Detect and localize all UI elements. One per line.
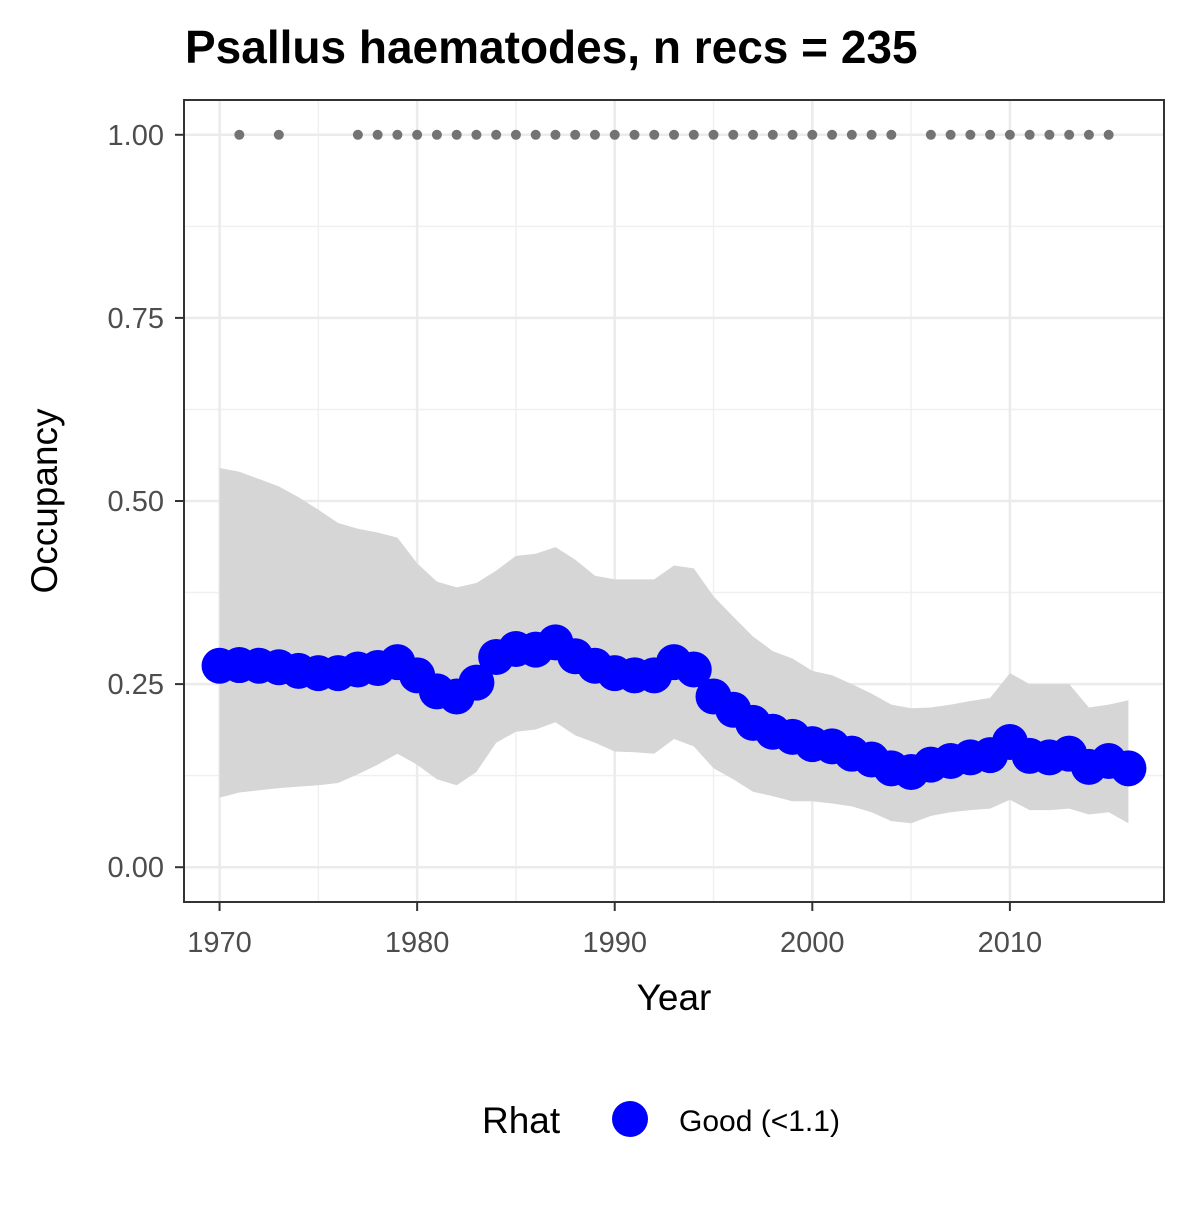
record-year-dot [431, 129, 442, 140]
occupancy-point [458, 664, 495, 701]
y-tick-label: 0.75 [108, 303, 164, 335]
record-year-dot [886, 129, 897, 140]
occupancy-point [675, 651, 712, 688]
record-year-dot [728, 129, 739, 140]
record-year-dot [985, 129, 996, 140]
record-year-dot [866, 129, 877, 140]
record-year-dot [688, 129, 699, 140]
record-year-dot [589, 129, 600, 140]
y-axis-title: Occupancy [24, 408, 65, 594]
record-year-dot [392, 129, 403, 140]
x-tick-label: 1970 [187, 927, 252, 959]
chart-title: Psallus haematodes, n recs = 235 [185, 21, 918, 73]
x-tick-label: 1980 [385, 927, 450, 959]
record-year-dot [787, 129, 798, 140]
record-year-dot [412, 129, 423, 140]
record-year-dot [273, 129, 284, 140]
record-year-dot [352, 129, 363, 140]
x-tick-label: 2010 [978, 927, 1043, 959]
record-year-dot [491, 129, 502, 140]
y-tick-label: 1.00 [108, 120, 164, 152]
record-year-dot [609, 129, 620, 140]
record-year-dot [1004, 129, 1015, 140]
x-axis-title: Year [637, 977, 712, 1018]
record-year-dot [649, 129, 660, 140]
occupancy-point [1110, 750, 1147, 787]
record-year-dot [1064, 129, 1075, 140]
record-year-dot [807, 129, 818, 140]
x-tick-label: 1990 [582, 927, 647, 959]
record-year-dot [629, 129, 640, 140]
record-year-markers [234, 129, 1114, 140]
record-year-dot [530, 129, 541, 140]
y-tick-label: 0.00 [108, 852, 164, 884]
record-year-dot [372, 129, 383, 140]
legend-title: Rhat [482, 1100, 561, 1141]
axes: 0.00 0.25 0.50 0.75 1.00 1970 1980 1990 2000 2010 [108, 120, 1043, 959]
record-year-dot [767, 129, 778, 140]
record-year-dot [965, 129, 976, 140]
legend-label: Good (<1.1) [679, 1105, 840, 1138]
record-year-dot [925, 129, 936, 140]
record-year-dot [510, 129, 521, 140]
y-tick-label: 0.25 [108, 669, 164, 701]
record-year-dot [1083, 129, 1094, 140]
record-year-dot [234, 129, 245, 140]
record-year-dot [451, 129, 462, 140]
x-tick-label: 2000 [780, 927, 845, 959]
record-year-dot [471, 129, 482, 140]
record-year-dot [1044, 129, 1055, 140]
record-year-dot [1103, 129, 1114, 140]
occupancy-series [201, 624, 1147, 790]
record-year-dot [1024, 129, 1035, 140]
record-year-dot [846, 129, 857, 140]
record-year-dot [708, 129, 719, 140]
legend: Rhat Good (<1.1) [482, 1100, 840, 1141]
record-year-dot [827, 129, 838, 140]
legend-key-circle [612, 1101, 648, 1137]
record-year-dot [669, 129, 679, 140]
record-year-dot [945, 129, 956, 140]
record-year-dot [570, 129, 581, 140]
y-tick-label: 0.50 [108, 486, 164, 518]
record-year-dot [550, 129, 561, 140]
record-year-dot [748, 129, 759, 140]
